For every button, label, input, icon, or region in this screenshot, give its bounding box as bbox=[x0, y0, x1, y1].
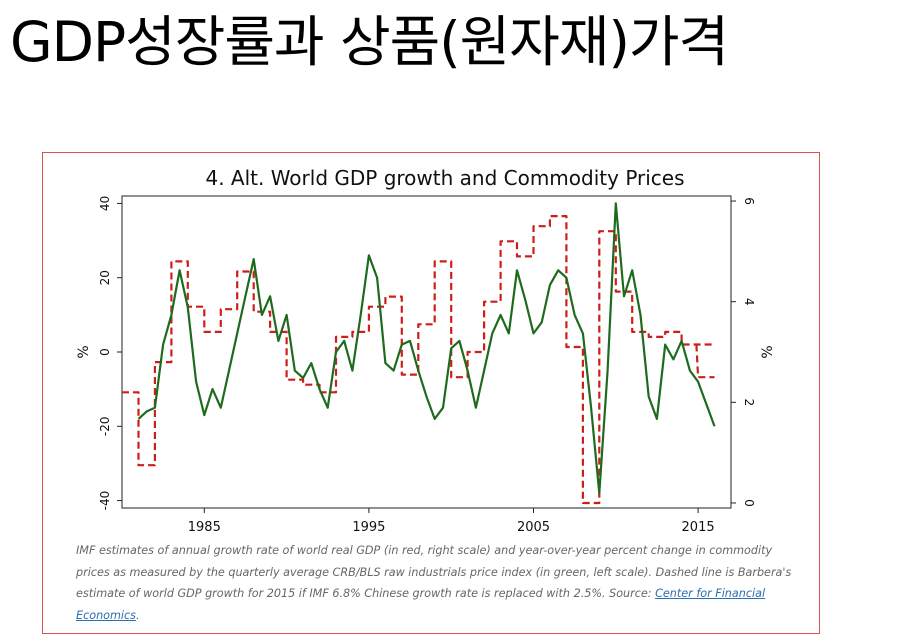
right-tick-label: 4 bbox=[742, 298, 756, 306]
left-tick-label: -20 bbox=[98, 416, 112, 436]
right-tick-label: 0 bbox=[742, 499, 756, 507]
source-link[interactable]: Center for Financial Economics bbox=[76, 587, 766, 622]
x-axis: 1985 1995 2005 2015 bbox=[188, 508, 715, 535]
x-tick-label: 2015 bbox=[682, 520, 715, 535]
chart-background bbox=[74, 162, 781, 531]
chart-caption: IMF estimates of annual growth rate of w… bbox=[76, 540, 806, 626]
series-layer bbox=[122, 202, 716, 505]
right-axis: 6 4 2 0 bbox=[731, 197, 756, 507]
right-tick-label: 6 bbox=[742, 197, 756, 205]
x-tick-label: 1995 bbox=[352, 520, 385, 535]
x-tick-label: 2005 bbox=[517, 520, 550, 535]
right-axis-label: % bbox=[760, 345, 776, 358]
left-tick-label: -40 bbox=[98, 491, 112, 511]
right-tick-label: 2 bbox=[742, 399, 756, 407]
chart-title: 4. Alt. World GDP growth and Commodity P… bbox=[205, 166, 684, 190]
slide-title: GDP성장률과 상품(원자재)가격 bbox=[10, 10, 729, 74]
left-axis-label: % bbox=[76, 345, 92, 358]
left-tick-label: 40 bbox=[98, 196, 112, 211]
caption-tail: . bbox=[136, 608, 140, 622]
left-tick-label: 0 bbox=[98, 348, 112, 356]
caption-text: IMF estimates of annual growth rate of w… bbox=[76, 544, 792, 600]
x-tick-label: 1985 bbox=[188, 520, 221, 535]
commodity-price-line bbox=[137, 202, 716, 495]
left-axis: 40 20 0 -20 -40 bbox=[98, 196, 122, 511]
left-tick-label: 20 bbox=[98, 270, 112, 285]
